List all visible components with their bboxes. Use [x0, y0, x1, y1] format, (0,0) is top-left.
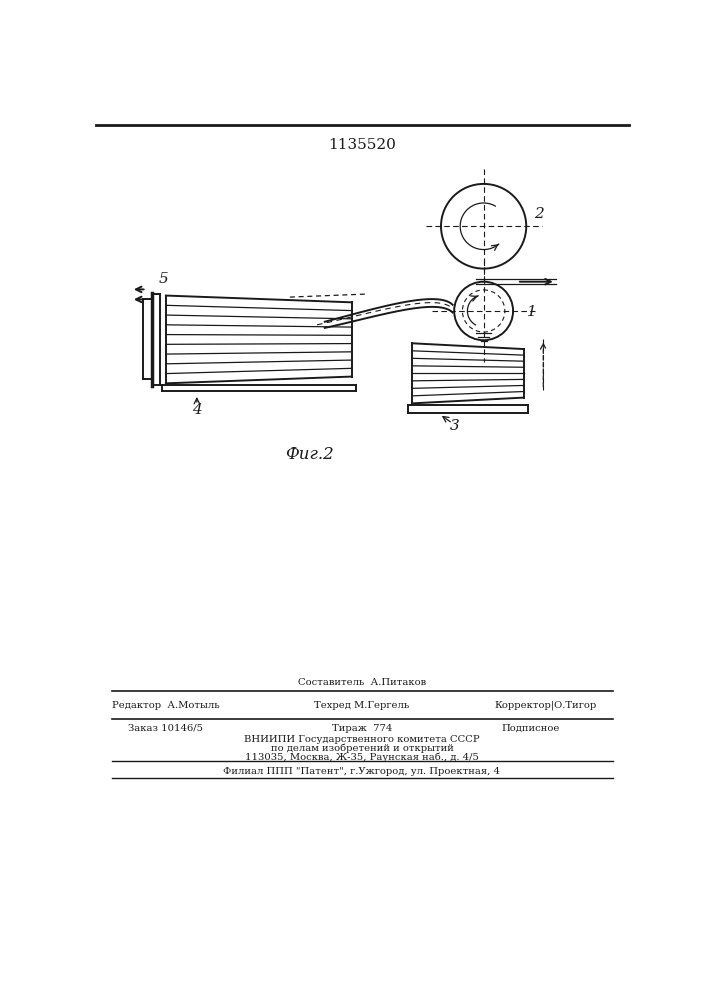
Text: 113035, Москва, Ж-35, Раунская наб., д. 4/5: 113035, Москва, Ж-35, Раунская наб., д. … [245, 753, 479, 762]
Text: ВНИИПИ Государственного комитета СССР: ВНИИПИ Государственного комитета СССР [244, 735, 480, 744]
Text: Фиг.2: Фиг.2 [285, 446, 334, 463]
Text: Заказ 10146/5: Заказ 10146/5 [129, 724, 204, 733]
Text: 1: 1 [527, 306, 537, 320]
Text: Корректор|О.Тигор: Корректор|О.Тигор [494, 700, 597, 710]
Text: Составитель  А.Питаков: Составитель А.Питаков [298, 678, 426, 687]
Text: по делам изобретений и открытий: по делам изобретений и открытий [271, 744, 453, 753]
Text: 3: 3 [450, 419, 460, 433]
Text: 5: 5 [158, 272, 168, 286]
Text: 1135520: 1135520 [328, 138, 396, 152]
Text: 4: 4 [192, 403, 201, 417]
Text: Тираж  774: Тираж 774 [332, 724, 392, 733]
Text: Филиал ППП "Патент", г.Ужгород, ул. Проектная, 4: Филиал ППП "Патент", г.Ужгород, ул. Прое… [223, 767, 501, 776]
Text: Редактор  А.Мотыль: Редактор А.Мотыль [112, 701, 220, 710]
Text: Подписное: Подписное [501, 724, 559, 733]
Text: 2: 2 [534, 207, 544, 221]
Text: Техред М.Гергель: Техред М.Гергель [315, 701, 409, 710]
